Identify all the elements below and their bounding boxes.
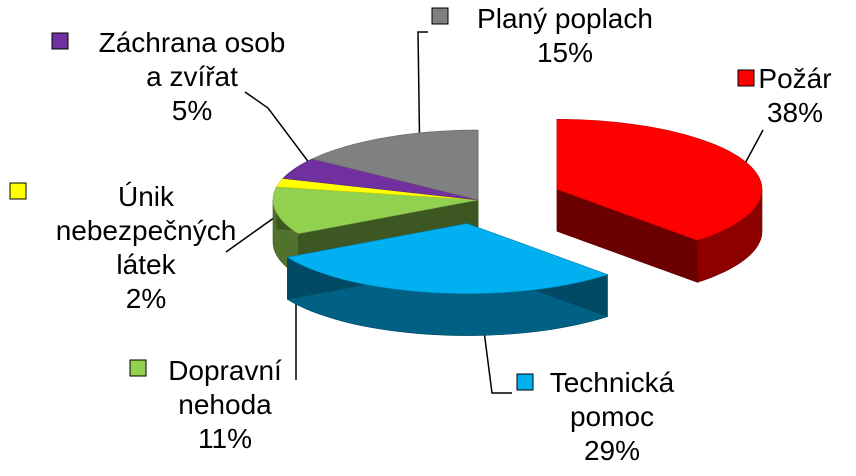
slice-pozar bbox=[556, 118, 763, 241]
slice-labels: Požár38%Technickápomoc29%Dopravnínehoda1… bbox=[9, 3, 832, 466]
slice-percent-technicka-pomoc: 29% bbox=[584, 435, 640, 466]
slice-label-unik-nebezpecnych-latek: látek bbox=[116, 249, 176, 280]
slice-label-zachrana-osob-a-zvirat: Záchrana osob bbox=[99, 27, 286, 58]
slice-dopravni-nehoda bbox=[272, 186, 479, 235]
slice-label-pozar: Požár bbox=[758, 63, 831, 94]
legend-key-zachrana-osob-a-zvirat bbox=[51, 32, 69, 50]
slice-technicka-pomoc bbox=[286, 223, 609, 294]
legend-key-unik-nebezpecnych-latek bbox=[9, 182, 27, 200]
legend-key-technicka-pomoc bbox=[516, 373, 534, 391]
legend-key-dopravni-nehoda bbox=[129, 359, 147, 377]
slice-label-zachrana-osob-a-zvirat: a zvířat bbox=[146, 61, 238, 92]
legend-key-plany-poplach bbox=[431, 7, 449, 25]
slice-zachrana-osob-a-zvirat bbox=[282, 158, 479, 201]
slice-percent-pozar: 38% bbox=[767, 97, 823, 128]
slice-label-unik-nebezpecnych-latek: Únik bbox=[118, 181, 175, 212]
slice-label-dopravni-nehoda: nehoda bbox=[178, 389, 272, 420]
slice-label-technicka-pomoc: pomoc bbox=[570, 401, 654, 432]
slice-plany-poplach bbox=[311, 129, 479, 201]
pie-slices bbox=[272, 118, 763, 294]
slice-label-dopravni-nehoda: Dopravní bbox=[168, 355, 282, 386]
slice-percent-dopravni-nehoda: 11% bbox=[198, 423, 252, 454]
slice-percent-zachrana-osob-a-zvirat: 5% bbox=[172, 95, 212, 126]
slice-label-plany-poplach: Planý poplach bbox=[477, 3, 653, 34]
slice-percent-unik-nebezpecnych-latek: 2% bbox=[126, 283, 166, 314]
leader-line-plany-poplach bbox=[417, 31, 428, 171]
slice-label-unik-nebezpecnych-latek: nebezpečných bbox=[56, 215, 237, 246]
legend-key-pozar bbox=[737, 69, 755, 87]
slice-label-technicka-pomoc: Technická bbox=[550, 367, 675, 398]
leader-line-zachrana-osob-a-zvirat bbox=[244, 91, 323, 181]
slice-percent-plany-poplach: 15% bbox=[537, 37, 593, 68]
